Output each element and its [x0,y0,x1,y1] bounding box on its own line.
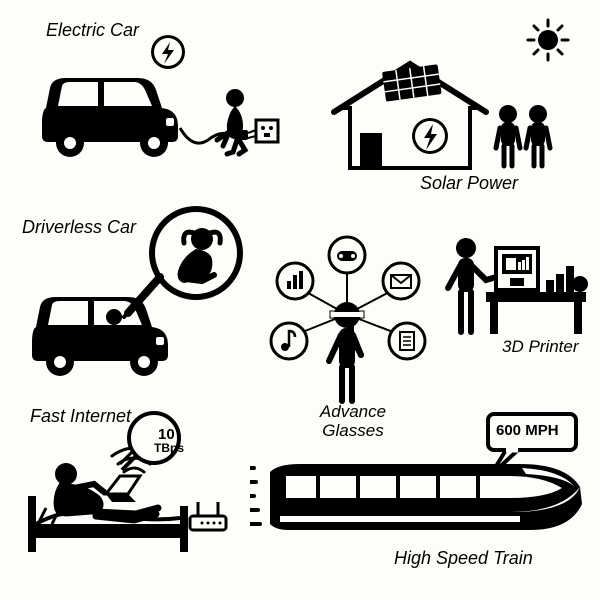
panel-3d-printer: 3D Printer [438,222,593,382]
train-speed: 600 MPH [496,422,559,439]
label-3d-printer: 3D Printer [502,337,579,357]
speed-unit: TBps [154,441,184,455]
panel-solar-power: Solar Power [320,18,590,193]
electric-car-icon [28,20,288,170]
label-fast-internet: Fast Internet [30,406,131,427]
label-solar-power: Solar Power [420,173,518,194]
solar-power-icon [320,18,590,193]
panel-high-speed-train: 600 MPH High Speed Train [250,398,590,578]
label-high-speed-train: High Speed Train [394,548,533,569]
panel-driverless-car: Driverless Car [18,205,278,380]
panel-fast-internet: Fast Internet [18,398,253,573]
panel-electric-car: Electric Car [28,20,288,170]
label-driverless-car: Driverless Car [22,217,136,238]
printer-3d-icon [438,222,593,382]
